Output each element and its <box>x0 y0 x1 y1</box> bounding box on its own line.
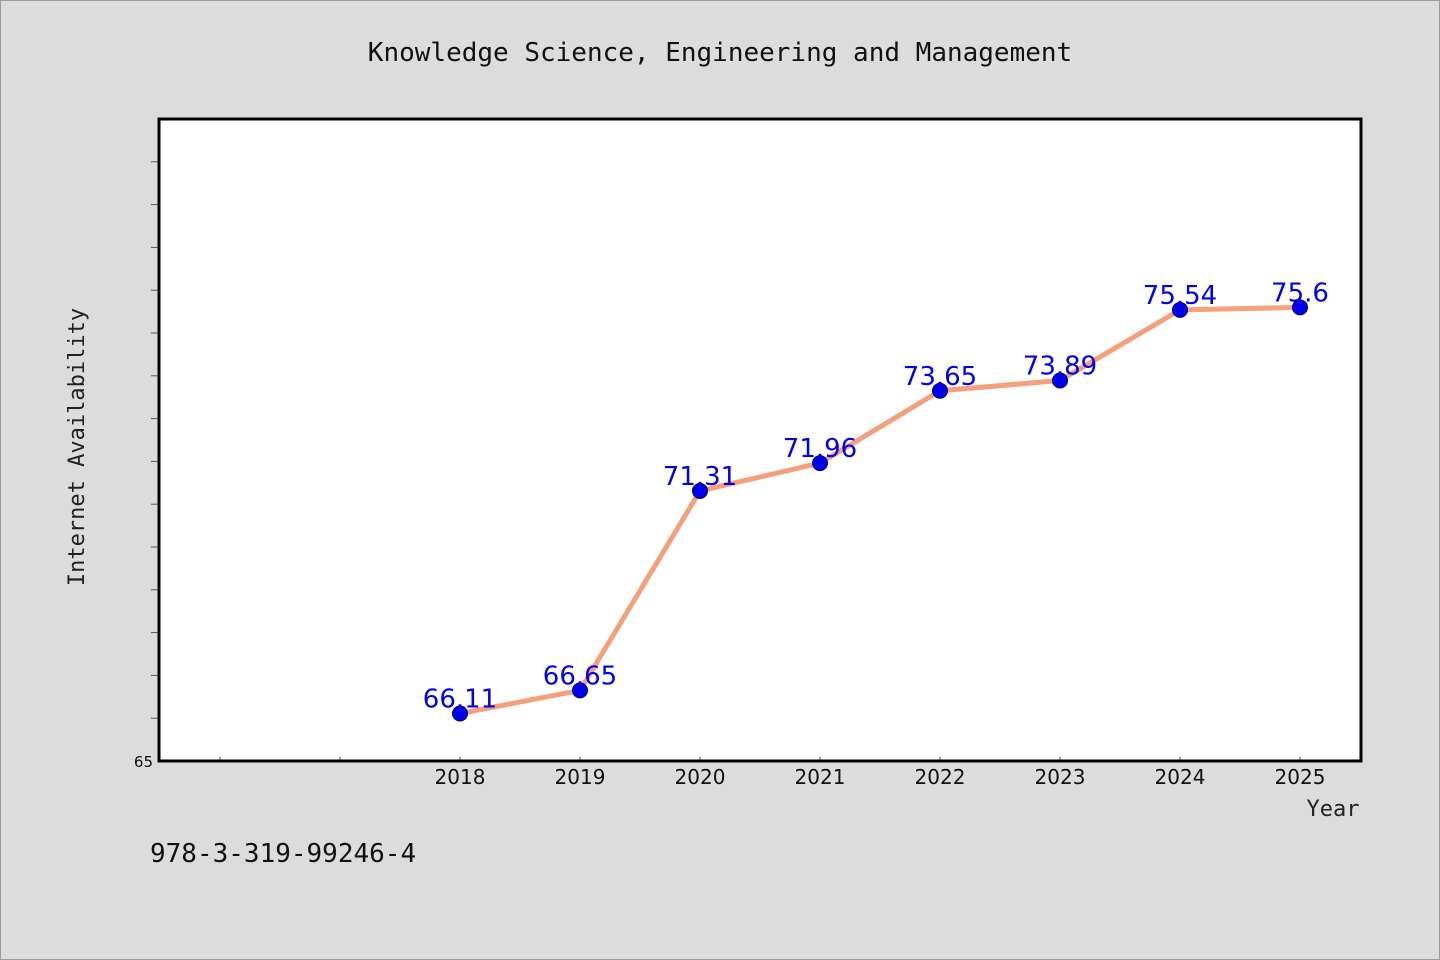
data-point <box>812 455 828 472</box>
chart-title: Knowledge Science, Engineering and Manag… <box>368 38 1072 68</box>
data-point <box>932 382 948 399</box>
data-series <box>452 299 1308 722</box>
x-axis-tick-label: 2022 <box>915 765 966 789</box>
data-label: 73.89 <box>1023 352 1097 382</box>
x-axis-tick-label: 2020 <box>675 765 726 789</box>
plot-border <box>157 117 1363 763</box>
plot-area <box>159 119 1361 761</box>
data-point <box>572 682 588 699</box>
data-label: 75.54 <box>1143 281 1217 311</box>
y-axis-tick-label: 65 <box>134 753 153 771</box>
data-label: 75.6 <box>1271 278 1329 308</box>
series-line <box>457 304 1303 716</box>
x-axis-tick-label: 2025 <box>1275 765 1326 789</box>
data-point <box>1292 299 1308 316</box>
x-axis-tick-label: 2023 <box>1035 765 1086 789</box>
x-axis-tick-label: 2024 <box>1155 765 1206 789</box>
data-labels: 66.11 66.65 71.31 71.96 73.65 73.89 75.54 75.6 <box>423 278 1329 714</box>
isbn-footer: 978-3-319-99246-4 <box>150 839 416 869</box>
data-point <box>452 705 468 722</box>
data-label: 71.96 <box>783 434 857 464</box>
x-axis-label: Year <box>1307 797 1360 822</box>
data-label: 73.65 <box>903 362 977 392</box>
data-point <box>1172 301 1188 318</box>
y-axis-label: Internet Availability <box>65 308 90 586</box>
axes: 65 2018 2019 2020 2021 2022 2023 2024 2025 <box>134 161 1326 789</box>
x-axis-tick-label: 2018 <box>435 765 486 789</box>
data-point <box>1052 372 1068 389</box>
data-label: 66.65 <box>543 661 617 691</box>
data-label: 66.11 <box>423 684 497 714</box>
x-axis-tick-label: 2021 <box>795 765 846 789</box>
data-point <box>692 482 708 499</box>
x-axis-tick-label: 2019 <box>555 765 606 789</box>
data-label: 71.31 <box>663 462 737 492</box>
